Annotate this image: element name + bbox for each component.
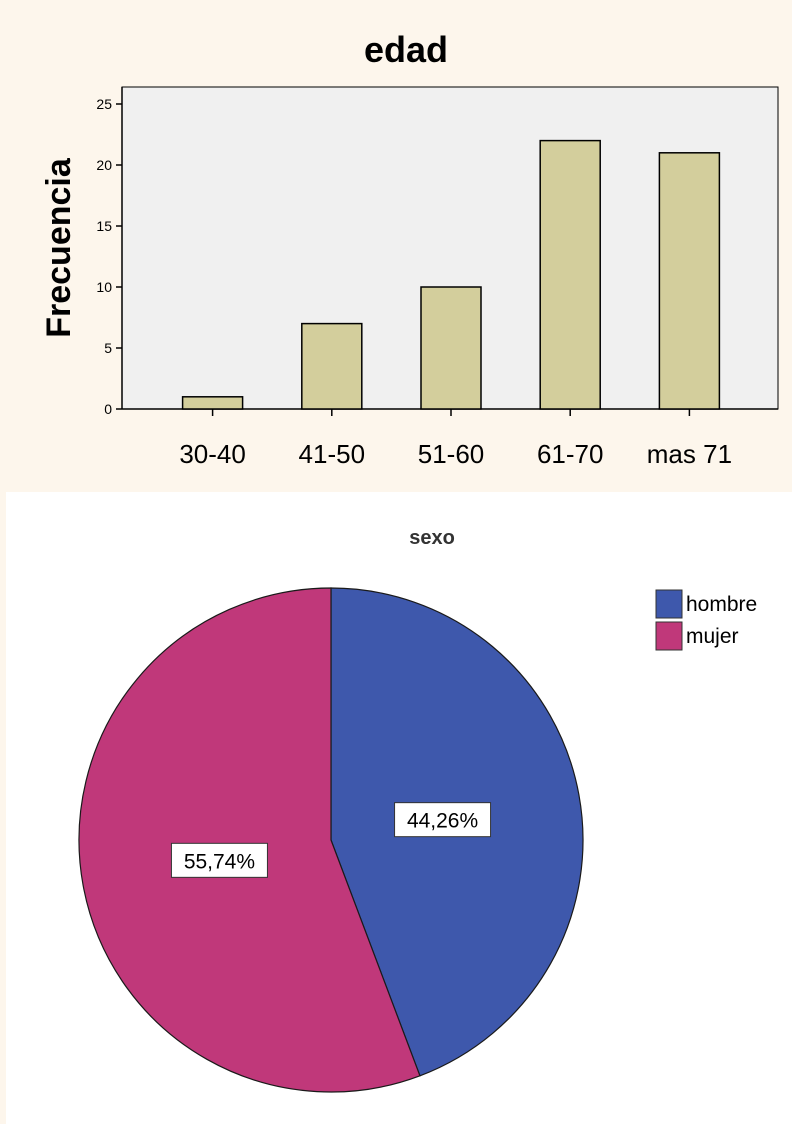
y-tick-label: 25 [96,96,112,112]
y-tick-label: 15 [96,218,112,234]
bar-61-70 [539,139,601,410]
legend-swatch-mujer [655,621,683,651]
y-tick-label: 5 [104,340,112,356]
bar-chart-title: edad [364,29,448,70]
y-ticks: 0 5 10 15 20 25 [96,96,122,417]
pie-chart-sexo: sexo 44,26% 55,74% hombre mujer [78,527,757,1093]
x-tick-label: 61-70 [537,439,604,469]
y-tick-label: 10 [96,279,112,295]
bars [181,139,721,410]
data-label-mujer: 55,74% [184,850,255,873]
pie-chart-title: sexo [409,527,455,549]
x-tick-label: 30-40 [179,439,246,469]
legend-swatch-hombre [655,589,683,619]
bar-chart-edad: edad Frecuencia 0 5 10 15 20 25 30-40 41-50 51-… [40,29,779,469]
bar-41-50 [301,322,363,410]
x-ticks: 30-40 41-50 51-60 61-70 mas 71 [179,409,732,469]
legend: hombre mujer [655,589,757,651]
x-tick-label: mas 71 [647,439,732,469]
pie-slice-mujer [78,587,421,1093]
bar-mas-71 [658,152,721,410]
x-tick-label: 41-50 [299,439,366,469]
pie-slices [78,587,584,1093]
data-label-box [170,842,268,878]
y-tick-label: 0 [104,401,112,417]
y-tick-label: 20 [96,157,112,173]
y-axis-label: Frecuencia [40,157,78,338]
legend-label-hombre: hombre [686,593,757,616]
pie-data-labels: 44,26% 55,74% [170,802,492,878]
bar-51-60 [420,286,482,410]
x-tick-label: 51-60 [418,439,485,469]
pie-chart-sexo-panel: sexo 44,26% 55,74% hombre mujer [6,492,792,1124]
data-label-box [394,802,492,838]
bar-30-40 [181,396,244,410]
data-label-hombre: 44,26% [407,810,478,833]
legend-label-mujer: mujer [686,625,739,648]
